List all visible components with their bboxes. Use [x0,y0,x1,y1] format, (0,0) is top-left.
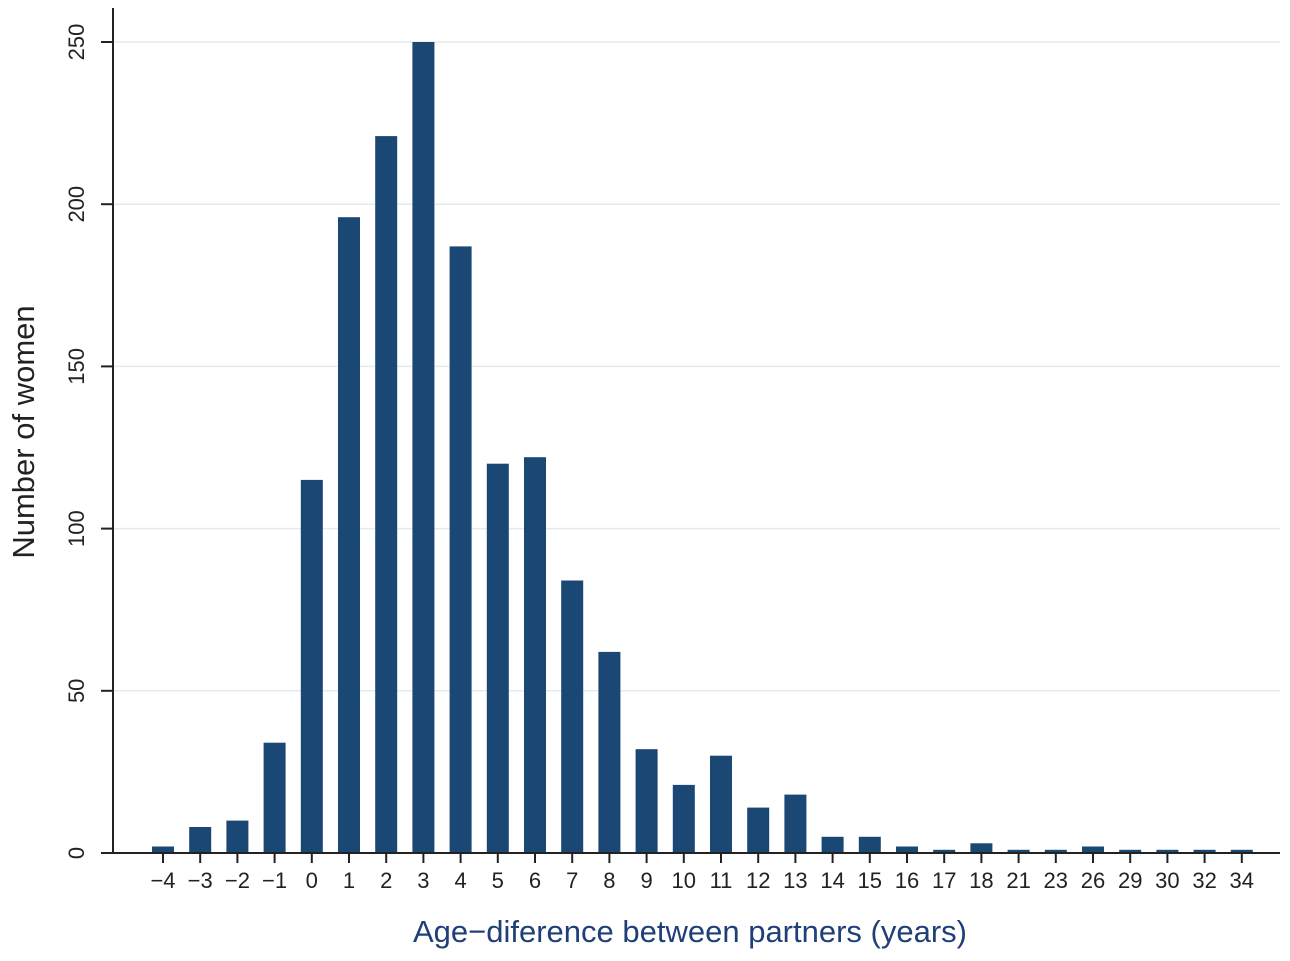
x-tick-label: 32 [1192,868,1216,893]
x-tick-label: 23 [1044,868,1068,893]
bar-0 [300,479,323,853]
bar-14 [821,836,844,853]
x-tick-label: 7 [566,868,578,893]
x-tick-label: 9 [640,868,652,893]
bar-1 [338,217,360,853]
bar-34 [1230,849,1253,853]
x-tick-label: 11 [710,868,733,893]
y-tick-label: 50 [64,679,89,703]
bar-15 [858,836,881,853]
bar-26 [1082,846,1104,853]
bar-5 [486,463,509,853]
x-tick-label: 26 [1081,868,1105,893]
x-tick-label: 3 [417,868,429,893]
bar-6 [524,457,546,853]
x-tick-label: 6 [529,868,541,893]
x-tick-label: 2 [380,868,392,893]
x-tick-label: 21 [1006,868,1030,893]
bar-2 [375,136,398,854]
y-tick-label: 100 [64,510,89,547]
x-tick-label: −2 [225,868,250,893]
x-tick-label: 4 [454,868,466,893]
x-tick-label: 17 [932,868,956,893]
bar-23 [1044,849,1067,853]
bar-13 [784,794,807,853]
x-tick-label: 34 [1230,868,1254,893]
bar-9 [635,749,658,853]
y-axis-ticks: 0 50 100 150 200 250 [64,24,113,859]
x-tick-label: −1 [262,868,287,893]
y-tick-label: 200 [64,186,89,223]
x-tick-label: 10 [672,868,696,893]
bar-−2 [226,820,249,853]
bar-10 [672,784,695,853]
y-axis-title: Number of women [6,305,41,558]
bar-−1 [263,742,286,853]
y-tick-label: 150 [64,348,89,385]
x-tick-label: −3 [188,868,213,893]
x-tick-label: 1 [343,868,355,893]
x-tick-label: 30 [1155,868,1179,893]
bar-3 [412,42,435,853]
bar-32 [1193,849,1216,853]
bar-7 [561,580,584,853]
axes [112,8,1280,854]
bar-4 [449,246,472,853]
bar-17 [933,849,956,853]
x-tick-label: 14 [820,868,844,893]
bar-12 [747,807,770,853]
y-tick-label: 0 [64,847,89,859]
x-tick-label: 16 [895,868,919,893]
x-tick-label: 5 [492,868,504,893]
bar-−4 [152,846,174,853]
x-tick-label: −4 [150,868,175,893]
bar-16 [896,846,918,853]
bar-29 [1119,849,1142,853]
bar-8 [598,651,621,853]
bar-11 [710,755,732,853]
y-tick-label: 250 [64,24,89,61]
x-tick-label: 12 [746,868,770,893]
bar-−3 [189,827,212,853]
bars [152,42,1253,854]
x-tick-label: 13 [783,868,807,893]
x-tick-label: 18 [969,868,993,893]
gridlines [113,41,1280,692]
bar-21 [1007,849,1030,853]
x-tick-label: 8 [603,868,615,893]
x-tick-label: 15 [858,868,882,893]
x-tick-label: 0 [306,868,318,893]
x-axis-ticks: −4 −3 −2 −1 0 1 2 3 4 5 6 7 8 9 10 11 12 13 14 15 16 17 18 21 23… [150,853,1254,893]
bar-18 [970,843,993,853]
x-axis-title: Age−diference between partners (years) [413,914,967,949]
bar-30 [1156,849,1179,853]
x-tick-label: 29 [1118,868,1142,893]
